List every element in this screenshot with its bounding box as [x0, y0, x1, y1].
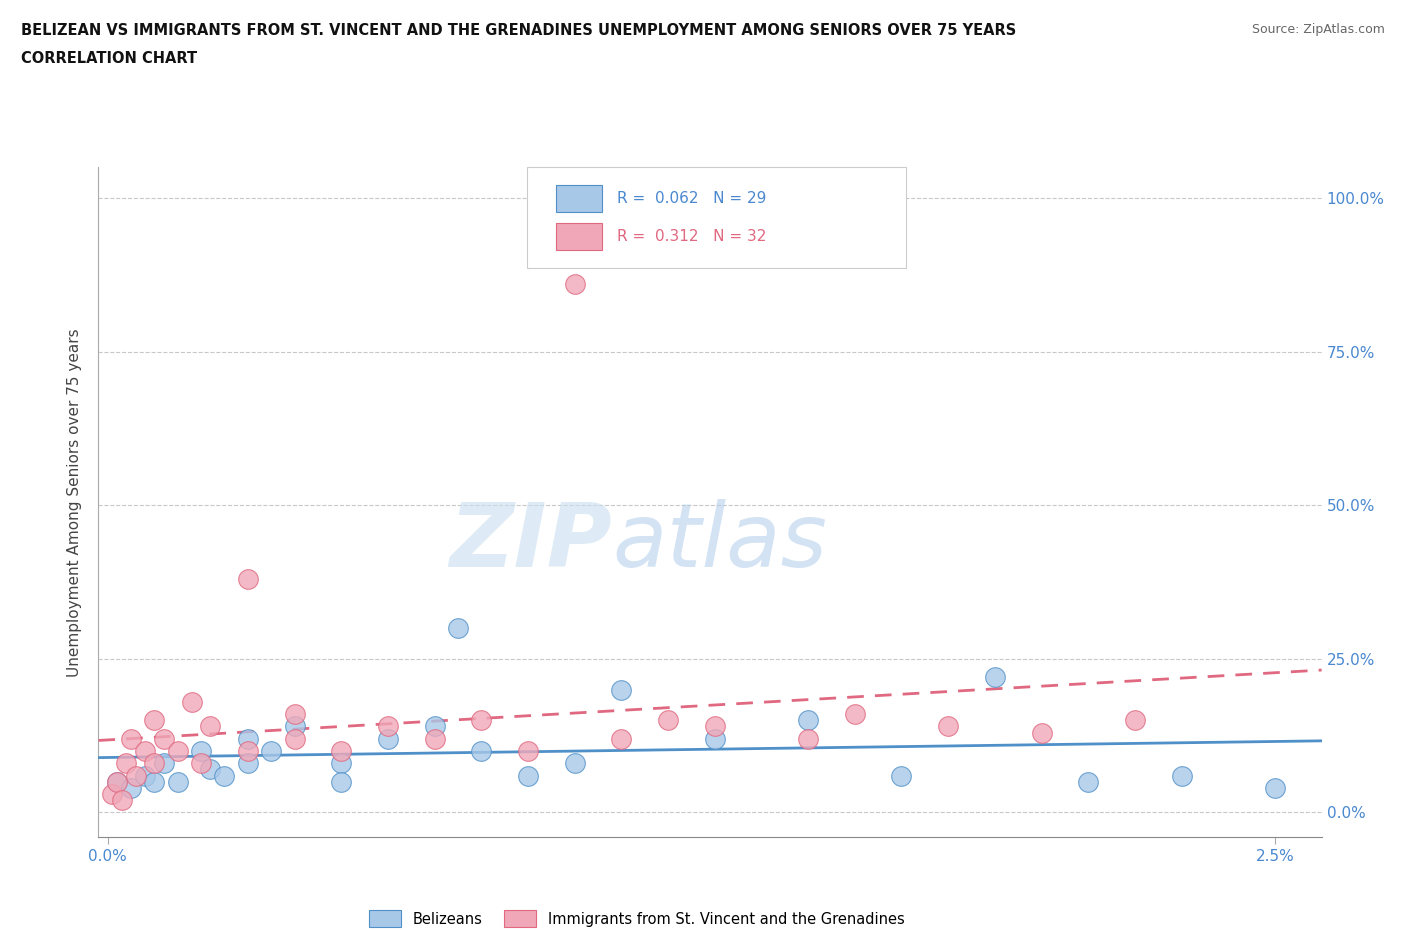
Point [423, 719, 446, 734]
Point [1264, 780, 1286, 795]
Point [214, 768, 236, 783]
Point [200, 762, 222, 777]
Point [1123, 712, 1146, 727]
Point [143, 756, 166, 771]
Point [516, 768, 538, 783]
Point [115, 756, 138, 771]
Point [797, 731, 820, 746]
Point [120, 731, 142, 746]
Point [190, 756, 212, 771]
Point [134, 768, 156, 783]
Point [143, 775, 166, 790]
Point [1077, 775, 1099, 790]
Bar [555, 185, 602, 212]
Point [200, 719, 222, 734]
Point [134, 744, 156, 759]
Point [236, 572, 259, 587]
Point [890, 768, 912, 783]
Point [101, 787, 124, 802]
Point [564, 277, 586, 292]
Point [143, 712, 166, 727]
Point [470, 744, 492, 759]
Point [936, 719, 959, 734]
Point [1031, 725, 1053, 740]
Point [236, 744, 259, 759]
Point [236, 756, 259, 771]
Point [447, 620, 470, 635]
Point [283, 707, 305, 722]
Point [105, 775, 128, 790]
Text: R =  0.312   N = 32: R = 0.312 N = 32 [617, 230, 766, 245]
Point [190, 744, 212, 759]
Text: CORRELATION CHART: CORRELATION CHART [21, 51, 197, 66]
Bar [555, 223, 602, 250]
Point [657, 712, 679, 727]
Point [984, 670, 1007, 684]
Point [610, 682, 633, 697]
Point [330, 775, 353, 790]
Point [283, 731, 305, 746]
Point [166, 775, 188, 790]
Text: BELIZEAN VS IMMIGRANTS FROM ST. VINCENT AND THE GRENADINES UNEMPLOYMENT AMONG SE: BELIZEAN VS IMMIGRANTS FROM ST. VINCENT … [21, 23, 1017, 38]
Point [703, 719, 725, 734]
Text: atlas: atlas [612, 499, 827, 585]
Point [283, 719, 305, 734]
Text: Source: ZipAtlas.com: Source: ZipAtlas.com [1251, 23, 1385, 36]
Point [120, 780, 142, 795]
Point [236, 731, 259, 746]
Point [166, 744, 188, 759]
Point [152, 731, 174, 746]
Point [610, 731, 633, 746]
Text: R =  0.062   N = 29: R = 0.062 N = 29 [617, 191, 766, 206]
Point [111, 792, 134, 807]
Point [516, 744, 538, 759]
Point [260, 744, 283, 759]
Point [330, 756, 353, 771]
Point [330, 744, 353, 759]
Legend: Belizeans, Immigrants from St. Vincent and the Grenadines: Belizeans, Immigrants from St. Vincent a… [363, 905, 911, 930]
Point [423, 731, 446, 746]
Point [844, 707, 866, 722]
Point [180, 695, 202, 710]
Point [377, 719, 399, 734]
Point [703, 731, 725, 746]
FancyBboxPatch shape [526, 167, 905, 268]
Point [152, 756, 174, 771]
Point [470, 712, 492, 727]
Text: ZIP: ZIP [450, 498, 612, 586]
Point [105, 775, 128, 790]
Point [797, 712, 820, 727]
Point [377, 731, 399, 746]
Point [564, 756, 586, 771]
Point [125, 768, 148, 783]
Y-axis label: Unemployment Among Seniors over 75 years: Unemployment Among Seniors over 75 years [67, 328, 83, 676]
Point [1170, 768, 1192, 783]
